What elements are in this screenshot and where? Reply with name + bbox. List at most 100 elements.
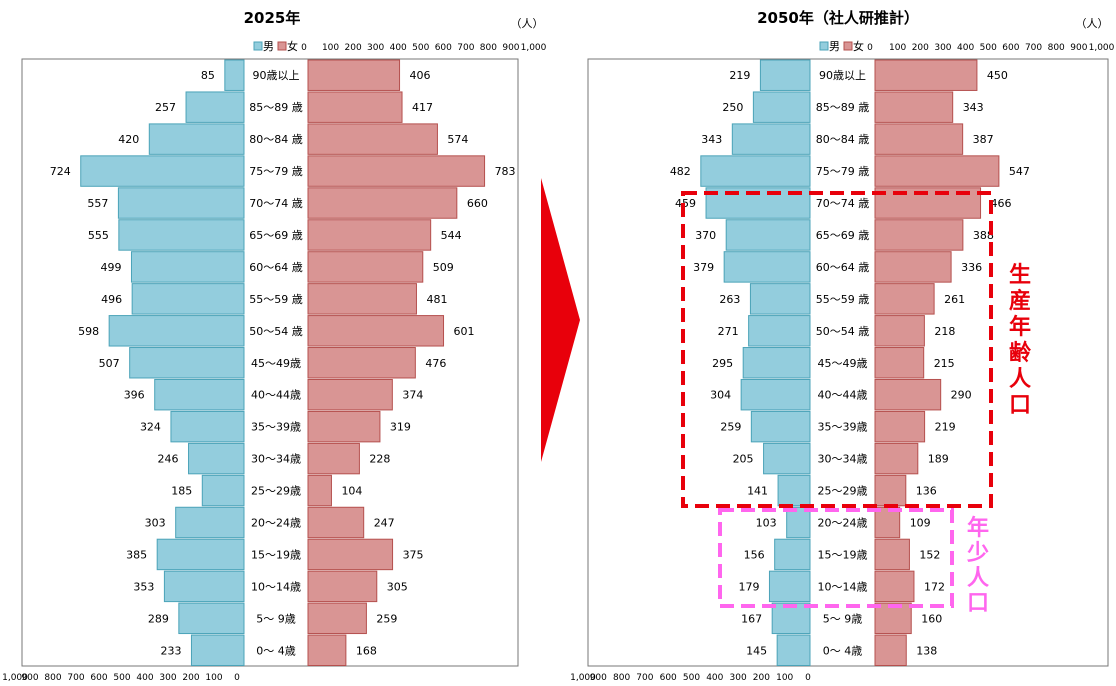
data-label-male: 343 xyxy=(701,133,722,146)
data-label-female: 406 xyxy=(410,69,431,82)
axis-tick-label: 1,000 xyxy=(1089,43,1115,53)
bar-female xyxy=(874,219,964,251)
age-group-label: 85～89 歳 xyxy=(249,101,303,114)
bar-female xyxy=(307,474,332,507)
data-label-male: 233 xyxy=(160,644,181,657)
age-group-label: 90歳以上 xyxy=(253,69,300,82)
axis-tick-label: 400 xyxy=(957,43,974,53)
bar-female xyxy=(874,378,942,411)
data-label-male: 420 xyxy=(118,133,139,146)
bar-male xyxy=(725,219,811,251)
age-group-label: 70～74 歳 xyxy=(249,197,303,210)
bar-male xyxy=(224,59,245,91)
data-label-male: 219 xyxy=(729,69,750,82)
bar-female xyxy=(874,506,901,539)
data-label-female: 218 xyxy=(934,325,955,338)
data-label-male: 396 xyxy=(124,389,145,402)
age-group-label: 5～ 9歳 xyxy=(823,612,863,625)
age-group-label: 70～74 歳 xyxy=(816,197,870,210)
age-group-label: 25～29歳 xyxy=(818,485,868,498)
age-group-label: 55～59 歳 xyxy=(249,293,303,306)
data-label-female: 450 xyxy=(987,69,1008,82)
data-label-female: 343 xyxy=(963,101,984,114)
axis-tick-label: 700 xyxy=(457,43,474,53)
bar-male xyxy=(748,315,811,347)
bar-female xyxy=(874,602,912,635)
axis-tick-label: 500 xyxy=(113,673,130,683)
bar-male xyxy=(80,155,245,187)
bar-female xyxy=(307,538,394,571)
bar-female xyxy=(874,442,919,475)
bar-male xyxy=(178,602,245,635)
chart-title: 2050年（社人研推計） xyxy=(757,9,919,27)
legend-swatch-male xyxy=(253,41,263,51)
bar-female xyxy=(307,506,365,539)
bar-female xyxy=(307,602,367,635)
axis-tick-label: 700 xyxy=(1025,43,1042,53)
bar-male xyxy=(749,283,811,315)
data-label-male: 85 xyxy=(201,69,215,82)
axis-tick-label: 0 xyxy=(867,43,873,53)
axis-tick-label: 200 xyxy=(912,43,929,53)
age-group-label: 0～ 4歳 xyxy=(823,644,863,657)
data-label-male: 557 xyxy=(87,197,108,210)
age-group-label: 35～39歳 xyxy=(251,421,301,434)
bar-male xyxy=(759,59,811,91)
unit-label: （人） xyxy=(1076,17,1109,30)
age-group-label: 20～24歳 xyxy=(818,516,868,529)
data-label-female: 261 xyxy=(944,293,965,306)
axis-tick-label: 900 xyxy=(1070,43,1087,53)
data-label-male: 379 xyxy=(693,261,714,274)
bar-female xyxy=(874,283,935,315)
age-group-label: 30～34歳 xyxy=(251,453,301,466)
plot-area xyxy=(587,58,1109,667)
data-label-female: 387 xyxy=(973,133,994,146)
axis-tick-label: 500 xyxy=(412,43,429,53)
axis-tick-label: 100 xyxy=(889,43,906,53)
bar-male xyxy=(771,602,811,635)
axis-tick-label: 0 xyxy=(805,673,811,683)
data-label-female: 547 xyxy=(1009,165,1030,178)
age-group-label: 40～44歳 xyxy=(818,389,868,402)
data-label-male: 179 xyxy=(738,580,759,593)
age-group-label: 45～49歳 xyxy=(251,357,301,370)
legend-label-female: 女 xyxy=(853,39,864,53)
axis-tick-label: 0 xyxy=(234,673,240,683)
unit-label: （人） xyxy=(511,17,544,30)
bar-female xyxy=(874,155,1000,187)
axis-tick-label: 800 xyxy=(1048,43,1065,53)
data-label-male: 295 xyxy=(712,357,733,370)
data-label-female: 215 xyxy=(934,357,955,370)
bar-female xyxy=(874,347,925,379)
data-label-female: 417 xyxy=(412,101,433,114)
data-label-male: 385 xyxy=(126,548,147,561)
axis-tick-label: 700 xyxy=(636,673,653,683)
data-label-female: 319 xyxy=(390,421,411,434)
bar-male xyxy=(740,378,811,411)
data-label-female: 336 xyxy=(961,261,982,274)
bar-female xyxy=(874,315,925,347)
bar-female xyxy=(307,410,381,443)
productive-age-label: 生産年齢人口 xyxy=(1009,263,1032,418)
axis-tick-label: 300 xyxy=(730,673,747,683)
bar-male xyxy=(170,410,245,443)
age-group-label: 80～84 歳 xyxy=(816,133,870,146)
data-label-female: 509 xyxy=(433,261,454,274)
data-label-female: 481 xyxy=(426,293,447,306)
bar-female xyxy=(874,474,907,507)
bar-male xyxy=(731,123,811,155)
bar-female xyxy=(307,378,393,411)
bar-male xyxy=(175,506,245,539)
axis-tick-label: 700 xyxy=(67,673,84,683)
legend-swatch-male xyxy=(819,41,829,51)
data-label-female: 374 xyxy=(402,389,423,402)
data-label-male: 598 xyxy=(78,325,99,338)
data-label-male: 555 xyxy=(88,229,109,242)
bar-male xyxy=(752,91,811,123)
bar-male xyxy=(188,442,245,475)
bar-female xyxy=(307,251,424,283)
bar-female xyxy=(307,91,403,123)
bar-male xyxy=(723,251,811,283)
data-label-male: 496 xyxy=(101,293,122,306)
